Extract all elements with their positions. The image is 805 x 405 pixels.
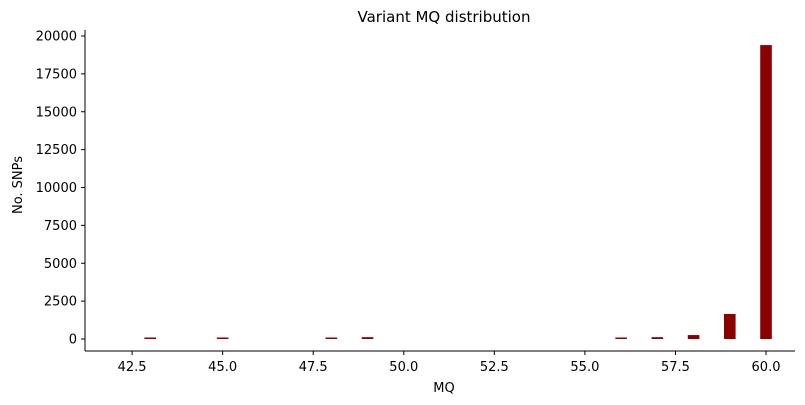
y-tick-label: 15000 (36, 105, 77, 120)
bar-mq-49 (361, 337, 374, 339)
y-tick-label: 0 (69, 333, 77, 348)
y-tick-label: 20000 (36, 30, 77, 45)
bars-group (144, 45, 772, 340)
bar-mq-60 (760, 45, 772, 340)
bar-mq-48 (325, 337, 338, 339)
y-tick-label: 10000 (36, 181, 77, 196)
bar-mq-43 (144, 337, 156, 339)
x-tick-label: 45.0 (208, 360, 237, 375)
chart-title: Variant MQ distribution (358, 8, 531, 26)
bar-mq-45 (216, 337, 229, 339)
x-tick-label: 60.0 (752, 360, 781, 375)
x-tick-label: 52.5 (480, 360, 509, 375)
x-tick-label: 42.5 (118, 360, 147, 375)
y-tick-label: 12500 (36, 143, 77, 158)
y-tick-label: 17500 (36, 67, 77, 82)
y-tick-label: 5000 (44, 257, 77, 272)
x-tick-label: 55.0 (570, 360, 599, 375)
y-tick-label: 7500 (44, 219, 77, 234)
y-tick-label: 2500 (44, 295, 77, 310)
bar-mq-58 (687, 335, 700, 339)
x-tick-label: 47.5 (299, 360, 328, 375)
x-axis-label: MQ (433, 381, 454, 396)
bar-mq-59 (724, 314, 736, 339)
bar-mq-56 (615, 337, 627, 339)
bar-mq-57 (651, 337, 664, 339)
x-tick-label: 57.5 (661, 360, 690, 375)
y-axis: 0 2500 5000 7500 10000 12500 15000 17500 20000 (36, 30, 86, 351)
x-axis: 42.5 45.0 47.5 50.0 52.5 55.0 57.5 60.0 (85, 350, 795, 375)
y-axis-label: No. SNPs (11, 156, 26, 214)
x-tick-label: 50.0 (389, 360, 418, 375)
